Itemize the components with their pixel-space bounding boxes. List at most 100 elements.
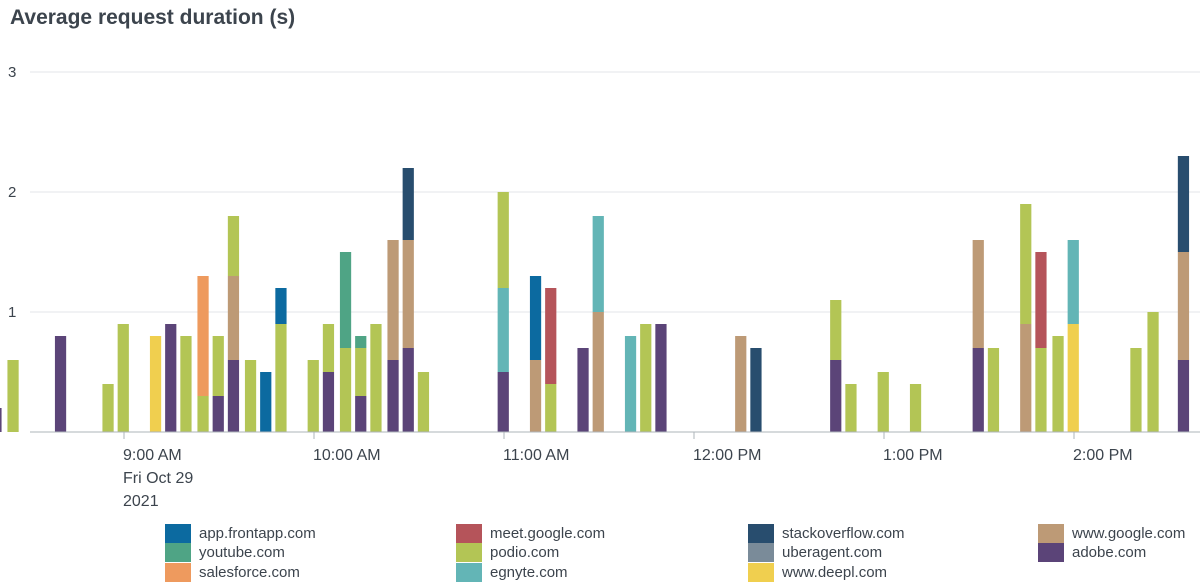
legend-item-www-deepl-com[interactable]: www.deepl.com <box>748 563 887 582</box>
legend-swatch <box>165 543 191 562</box>
x-tick-label: 12:00 PM <box>693 447 761 464</box>
bar-segment-podio-com <box>307 360 319 432</box>
bar-segment-podio-com <box>640 324 652 432</box>
legend-label: podio.com <box>490 544 560 561</box>
y-tick-label: 3 <box>8 64 16 81</box>
legend-swatch <box>1038 543 1064 562</box>
bar-segment-www-google-com <box>972 240 984 348</box>
bar-segment-www-google-com <box>1177 252 1190 360</box>
bar-segment-egnyte-com <box>592 216 604 312</box>
legend-item-youtube-com[interactable]: youtube.com <box>165 543 285 562</box>
bar-segment-podio-com <box>1035 348 1047 432</box>
legend-item-app-frontapp-com[interactable]: app.frontapp.com <box>165 524 316 543</box>
legend-label: app.frontapp.com <box>199 525 316 542</box>
bar-segment-podio-com <box>339 348 352 432</box>
legend-item-podio-com[interactable]: podio.com <box>456 543 559 562</box>
legend-swatch <box>748 543 774 562</box>
bar-segment-stackoverflow-com <box>1177 156 1190 252</box>
bar-segment-podio-com <box>1147 312 1159 432</box>
legend-swatch <box>1038 524 1064 543</box>
bar-segment-podio-com <box>102 384 114 432</box>
bar-segment-www-google-com <box>735 336 747 432</box>
bar-segment-podio-com <box>545 384 557 432</box>
bar-segment-meet-google-com <box>545 288 557 384</box>
bar-segment-podio-com <box>987 348 1000 432</box>
bar-segment-youtube-com <box>355 336 367 348</box>
legend-label: meet.google.com <box>490 525 606 542</box>
x-tick-label: 9:00 AM <box>123 447 182 464</box>
x-year-label: 2021 <box>123 493 159 510</box>
bar-segment-podio-com <box>7 360 19 432</box>
legend-label: www.deepl.com <box>782 564 888 581</box>
bar-segment-podio-com <box>244 360 257 432</box>
bar-segment-adobe-com <box>830 360 842 432</box>
bar-segment-adobe-com <box>402 348 414 432</box>
bar-segment-adobe-com <box>322 372 335 432</box>
bar-segment-podio-com <box>117 324 129 432</box>
x-date-label: Fri Oct 29 <box>123 470 193 487</box>
bar-segment-adobe-com <box>212 396 224 432</box>
legend-label: egnyte.com <box>490 564 568 581</box>
bar-segment-www-google-com <box>1020 324 1032 432</box>
legend-item-egnyte-com[interactable]: egnyte.com <box>456 563 568 582</box>
x-tick-label: 11:00 AM <box>503 447 569 464</box>
bar-segment-www-deepl-com <box>149 336 162 432</box>
bar-segment-podio-com <box>212 336 224 396</box>
legend-item-www-google-com[interactable]: www.google.com <box>1038 524 1185 543</box>
bar-segment-podio-com <box>1052 336 1064 432</box>
bar-segment-podio-com <box>355 348 367 396</box>
bar-segment-adobe-com <box>497 372 509 432</box>
bar-segment-meet-google-com <box>1035 252 1047 348</box>
bar-segment-www-google-com <box>529 360 542 432</box>
gridlines <box>30 71 1200 313</box>
bars <box>0 156 1190 432</box>
bar-segment-www-google-com <box>387 240 399 360</box>
bar-segment-podio-com <box>845 384 857 432</box>
axes: 1 2 3 9:00 AM 10:00 AM 11:00 AM 12:00 PM 1:00 P… <box>8 64 1200 510</box>
legend-item-stackoverflow-com[interactable]: stackoverflow.com <box>748 524 905 543</box>
bar-segment-adobe-com <box>972 348 984 432</box>
legend-item-adobe-com[interactable]: adobe.com <box>1038 543 1146 562</box>
bar-segment-www-deepl-com <box>1067 324 1079 432</box>
bar-segment-salesforce-com <box>197 276 209 396</box>
legend-label: uberagent.com <box>782 544 883 561</box>
bar-segment-www-google-com <box>227 276 240 360</box>
legend-item-meet-google-com[interactable]: meet.google.com <box>456 524 605 543</box>
bar-segment-adobe-com <box>1177 360 1190 432</box>
bar-segment-podio-com <box>197 396 209 432</box>
bar-segment-adobe-com <box>387 360 399 432</box>
bar-segment-adobe-com <box>655 324 667 432</box>
bar-segment-adobe-com <box>227 360 240 432</box>
y-tick-label: 1 <box>8 304 16 321</box>
legend-item-salesforce-com[interactable]: salesforce.com <box>165 563 300 582</box>
bar-segment-podio-com <box>227 216 240 276</box>
bar-segment-podio-com <box>830 300 842 360</box>
bar-segment-stackoverflow-com <box>750 348 762 432</box>
bar-segment-podio-com <box>370 324 382 432</box>
bar-segment-stackoverflow-com <box>402 168 414 240</box>
legend-label: adobe.com <box>1072 544 1147 561</box>
legend-swatch <box>165 563 191 582</box>
bar-segment-podio-com <box>180 336 192 432</box>
bar-segment-app-frontapp-com <box>529 276 542 360</box>
bar-segment-app-frontapp-com <box>275 288 287 324</box>
legend-swatch <box>748 524 774 543</box>
bar-segment-podio-com <box>497 192 509 288</box>
legend-label: www.google.com <box>1072 525 1186 542</box>
bar-segment-www-google-com <box>402 240 414 348</box>
legend-swatch <box>456 524 482 543</box>
bar-segment-adobe-com <box>54 336 67 432</box>
bar-segment-podio-com <box>909 384 922 432</box>
legend-item-uberagent-com[interactable]: uberagent.com <box>748 543 882 562</box>
x-tick-label: 1:00 PM <box>883 447 943 464</box>
bar-segment-podio-com <box>322 324 335 372</box>
bar-segment-podio-com <box>877 372 889 432</box>
bar-segment-adobe-com <box>355 396 367 432</box>
bar-segment-egnyte-com <box>497 288 509 372</box>
legend-swatch <box>456 543 482 562</box>
legend-swatch <box>165 524 191 543</box>
bar-segment-podio-com <box>1020 204 1032 324</box>
legend-label: stackoverflow.com <box>782 525 905 542</box>
